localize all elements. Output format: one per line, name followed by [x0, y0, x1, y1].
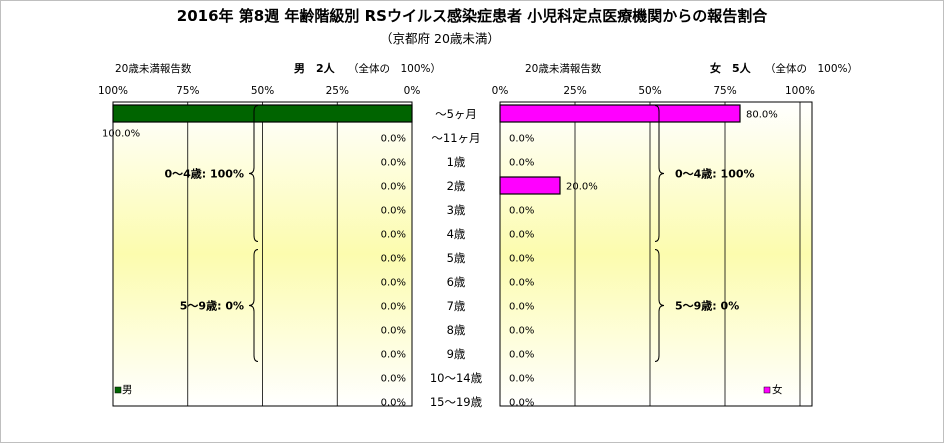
female-data-label: 0.0% [509, 374, 534, 385]
female-header-left: 20歳未満報告数 [525, 62, 602, 75]
male-panel: 100.0% 0.0% 0.0% 0.0% 0.0% 0.0% 0.0% 0.0% 0.0% 0.… [98, 85, 420, 409]
male-group-brace [248, 105, 259, 242]
age-category-label: 15～19歳 [430, 395, 483, 409]
age-category-label: 3歳 [447, 203, 466, 217]
male-group-label: 0～4歳: 100% [164, 167, 244, 181]
male-header-left: 20歳未満報告数 [115, 62, 192, 75]
female-data-label: 0.0% [509, 302, 534, 313]
female-legend-swatch [763, 386, 771, 394]
chart-subtitle: （京都府 20歳未満） [380, 31, 500, 46]
female-data-label: 0.0% [509, 254, 534, 265]
male-data-label: 0.0% [381, 254, 406, 265]
female-legend-label: 女 [772, 383, 783, 396]
male-data-label: 0.0% [381, 182, 406, 193]
male-tick-label: 0% [404, 85, 421, 97]
chart-title: 2016年 第8週 年齢階級別 RSウイルス感染症患者 小児科定点医療機関からの… [177, 7, 768, 25]
age-category-label: 2歳 [447, 179, 466, 193]
male-group-brace [248, 249, 259, 362]
female-data-label: 0.0% [509, 398, 534, 409]
male-data-label: 100.0% [102, 129, 140, 140]
female-group-brace [654, 249, 665, 362]
male-data-label: 0.0% [381, 206, 406, 217]
female-bar [499, 104, 741, 123]
female-data-label: 0.0% [509, 326, 534, 337]
male-data-label: 0.0% [381, 278, 406, 289]
female-data-label: 0.0% [509, 278, 534, 289]
female-tick-label: 100% [785, 85, 815, 97]
male-data-label: 0.0% [381, 374, 406, 385]
female-tick-label: 75% [713, 85, 736, 97]
age-category-label: 7歳 [447, 299, 466, 313]
female-group-label: 5～9歳: 0% [675, 299, 739, 313]
female-bar [499, 176, 561, 195]
age-category-label: 9歳 [447, 347, 466, 361]
female-data-label: 20.0% [566, 182, 598, 193]
female-group-label: 0～4歳: 100% [675, 167, 755, 181]
male-header-note: （全体の 100%） [348, 62, 441, 75]
female-header-note: （全体の 100%） [765, 62, 858, 75]
male-data-label: 0.0% [381, 350, 406, 361]
male-data-label: 0.0% [381, 158, 406, 169]
male-group-label: 5～9歳: 0% [180, 299, 244, 313]
age-category-label: 6歳 [447, 275, 466, 289]
female-header-count: 女 5人 [710, 61, 752, 75]
female-tick-label: 25% [563, 85, 586, 97]
age-category-label: 10～14歳 [430, 371, 483, 385]
age-category-labels: ～5ヶ月 ～11ヶ月 1歳 2歳 3歳 4歳 5歳 6歳 7歳 8歳 9歳 10～14歳 15～19歳 [430, 107, 483, 409]
male-data-label: 0.0% [381, 230, 406, 241]
age-category-label: 8歳 [447, 323, 466, 337]
age-category-label: ～11ヶ月 [431, 131, 480, 145]
male-tick-label: 100% [98, 85, 128, 97]
age-category-label: 5歳 [447, 251, 466, 265]
male-data-label: 0.0% [381, 302, 406, 313]
female-group-brace [654, 105, 665, 242]
female-data-label: 0.0% [509, 350, 534, 361]
female-plot-area [499, 101, 813, 407]
male-bar [112, 104, 413, 123]
age-category-label: 1歳 [447, 155, 466, 169]
male-data-label: 0.0% [381, 398, 406, 409]
female-tick-label: 50% [638, 85, 661, 97]
female-data-label: 80.0% [746, 110, 778, 121]
female-data-label: 0.0% [509, 206, 534, 217]
male-tick-label: 25% [326, 85, 349, 97]
male-data-label: 0.0% [381, 326, 406, 337]
female-panel: 80.0% 0.0% 0.0% 20.0% 0.0% 0.0% 0.0% 0.0% 0.0% 0.… [492, 85, 815, 409]
female-data-label: 0.0% [509, 158, 534, 169]
age-category-label: 4歳 [447, 227, 466, 241]
male-legend-swatch [114, 386, 122, 394]
male-tick-label: 75% [176, 85, 199, 97]
male-data-label: 0.0% [381, 134, 406, 145]
female-data-label: 0.0% [509, 230, 534, 241]
male-tick-label: 50% [251, 85, 274, 97]
age-category-label: ～5ヶ月 [435, 107, 477, 121]
male-legend-label: 男 [122, 384, 133, 396]
female-tick-label: 0% [492, 85, 509, 97]
male-header-count: 男 2人 [294, 61, 336, 75]
female-data-label: 0.0% [509, 134, 534, 145]
